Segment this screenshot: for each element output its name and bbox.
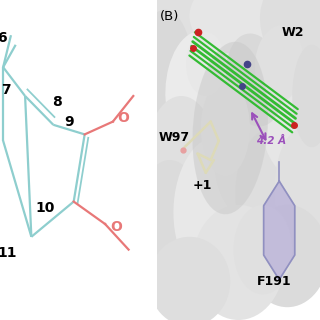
Text: 8: 8 (52, 95, 61, 109)
Ellipse shape (214, 102, 279, 218)
Ellipse shape (260, 0, 320, 71)
Text: 11: 11 (0, 246, 17, 260)
Text: 10: 10 (36, 201, 55, 215)
Text: (B): (B) (160, 10, 180, 23)
Text: 7: 7 (1, 83, 11, 97)
Ellipse shape (173, 137, 254, 279)
Ellipse shape (148, 237, 230, 320)
Ellipse shape (134, 160, 206, 301)
Ellipse shape (255, 25, 304, 103)
Text: W97: W97 (158, 131, 189, 144)
Ellipse shape (235, 128, 307, 256)
Ellipse shape (246, 205, 320, 307)
Ellipse shape (274, 128, 320, 256)
Ellipse shape (136, 10, 194, 150)
Text: F191: F191 (257, 275, 292, 288)
Ellipse shape (145, 96, 217, 224)
Ellipse shape (186, 32, 225, 96)
Ellipse shape (260, 63, 320, 180)
Ellipse shape (136, 0, 227, 63)
Ellipse shape (292, 45, 320, 147)
Text: O: O (110, 220, 122, 234)
Text: +1: +1 (193, 179, 212, 192)
Text: 9: 9 (64, 115, 74, 129)
Text: 4.2 Å: 4.2 Å (256, 136, 286, 146)
Ellipse shape (234, 205, 292, 294)
Ellipse shape (189, 0, 287, 54)
Ellipse shape (226, 34, 284, 126)
Ellipse shape (201, 80, 250, 176)
Text: W2: W2 (281, 26, 304, 39)
Ellipse shape (193, 205, 284, 320)
Ellipse shape (192, 42, 268, 214)
Text: 6: 6 (0, 31, 6, 45)
Polygon shape (264, 181, 295, 280)
Ellipse shape (165, 31, 230, 148)
Text: O: O (118, 111, 130, 125)
